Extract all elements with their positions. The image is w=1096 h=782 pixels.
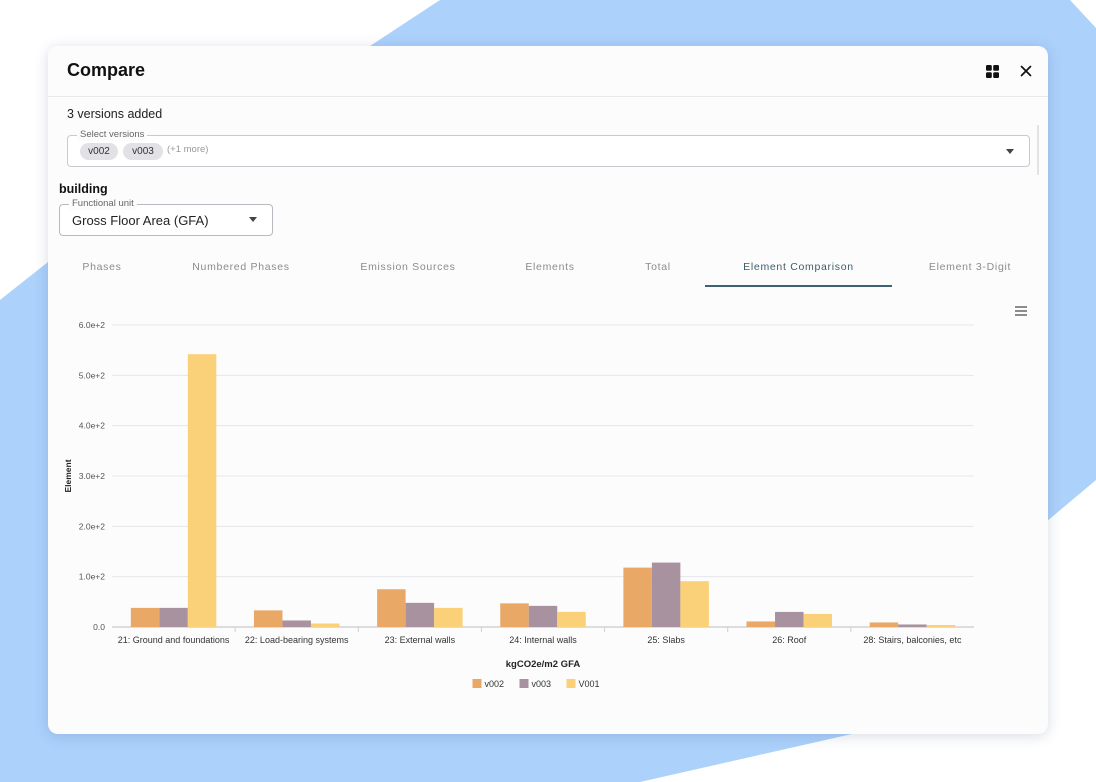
x-tick-label: 21: Ground and foundations: [118, 635, 230, 645]
y-axis-label: Element: [63, 459, 73, 492]
close-button[interactable]: [1015, 60, 1037, 82]
compare-dialog: Compare 3 versions added Select versions…: [48, 46, 1048, 734]
x-tick-label: 22: Load-bearing systems: [245, 635, 349, 645]
element-comparison-chart: 0.0 1.0e+2 2.0e+2 3.0e+2 4.0e+2 5.0e+2 6.0e+2 E…: [63, 320, 974, 689]
bar-v002: [623, 567, 652, 627]
legend-swatch: [472, 679, 482, 688]
x-axis-label: kgCO2e/m2 GFA: [506, 659, 581, 670]
version-chip[interactable]: v002: [80, 143, 118, 160]
chevron-down-icon[interactable]: [1006, 149, 1014, 154]
bar-v002: [500, 603, 529, 627]
chevron-down-icon[interactable]: [249, 217, 257, 222]
bar-v003: [898, 624, 927, 627]
y-tick-label: 4.0e+2: [79, 421, 106, 431]
scrollbar[interactable]: [1037, 125, 1039, 175]
version-chip[interactable]: v003: [123, 143, 163, 160]
x-tick-label: 24: Internal walls: [509, 635, 577, 645]
bar-v001: [187, 354, 217, 627]
bar-v003: [651, 562, 681, 627]
select-versions-dropdown[interactable]: Select versions v002 v003 (+1 more): [67, 129, 1030, 167]
select-versions-label: Select versions: [77, 129, 148, 141]
bar-v002: [253, 610, 283, 627]
y-tick-label: 1.0e+2: [79, 572, 106, 582]
legend-label: v003: [532, 679, 552, 689]
y-tick-label: 3.0e+2: [79, 471, 106, 481]
legend-label: V001: [579, 679, 600, 689]
dialog-header: Compare: [48, 46, 1048, 97]
tab-emission-sources[interactable]: Emission Sources: [360, 261, 456, 273]
bar-v001: [434, 607, 463, 627]
y-tick-label: 2.0e+2: [79, 521, 106, 531]
bar-v002: [869, 622, 899, 627]
bar-v001: [310, 623, 340, 627]
chart-menu-icon[interactable]: [1014, 305, 1028, 317]
bar-v003: [528, 605, 558, 627]
tab-numbered-phases[interactable]: Numbered Phases: [192, 261, 290, 273]
bar-v003: [775, 611, 804, 627]
legend-swatch: [566, 679, 576, 688]
tab-elements[interactable]: Elements: [525, 261, 575, 273]
x-tick-label: 26: Roof: [772, 635, 807, 645]
close-icon: [1020, 65, 1032, 77]
bar-v001: [680, 581, 709, 627]
bar-v002: [377, 589, 406, 627]
bar-v001: [803, 613, 833, 627]
functional-unit-select[interactable]: Functional unit Gross Floor Area (GFA): [59, 198, 273, 236]
bar-v003: [282, 620, 311, 627]
tab-element-comparison[interactable]: Element Comparison: [705, 254, 892, 287]
bar-v002: [130, 607, 160, 627]
y-tick-label: 0.0: [93, 622, 105, 632]
tab-phases[interactable]: Phases: [82, 261, 122, 273]
more-versions-text: (+1 more): [167, 144, 209, 155]
bar-v003: [159, 607, 188, 627]
tab-total[interactable]: Total: [645, 261, 671, 273]
layout-icon: [985, 64, 999, 78]
dialog-title: Compare: [67, 60, 146, 80]
functional-unit-label: Functional unit: [69, 198, 137, 210]
versions-count: 3 versions added: [67, 107, 163, 121]
layout-button[interactable]: [981, 60, 1003, 82]
x-tick-label: 25: Slabs: [647, 635, 685, 645]
bar-v002: [746, 621, 776, 627]
y-tick-label: 6.0e+2: [79, 320, 106, 330]
bar-v001: [926, 624, 956, 627]
x-tick-label: 28: Stairs, balconies, etc: [863, 635, 962, 645]
legend-label: v002: [485, 679, 505, 689]
tab-bar: Phases Numbered Phases Emission Sources …: [48, 254, 1048, 288]
functional-unit-value: Gross Floor Area (GFA): [72, 213, 209, 228]
bar-v001: [557, 611, 586, 627]
legend-swatch: [519, 679, 529, 688]
x-tick-label: 23: External walls: [385, 635, 456, 645]
bar-v003: [405, 602, 435, 627]
tab-element-3-digit[interactable]: Element 3-Digit: [928, 261, 1012, 273]
y-tick-label: 5.0e+2: [79, 370, 106, 380]
section-title: building: [59, 182, 108, 196]
